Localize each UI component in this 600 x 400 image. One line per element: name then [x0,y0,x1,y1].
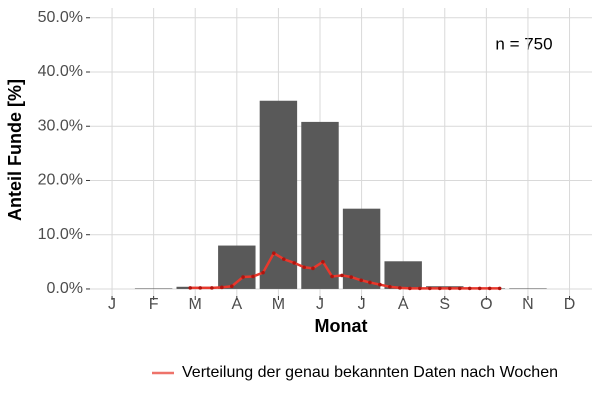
x-tick-label: M [189,296,202,313]
point [368,280,372,285]
point [261,270,265,275]
x-tick-label: J [358,296,366,313]
x-tick-label: A [398,296,409,313]
point [398,286,402,290]
x-tick-label: S [439,296,450,313]
x-tick-label: F [149,296,159,313]
x-tick-label: N [522,296,534,313]
legend-label: Verteilung der genau bekannten Daten nac… [182,364,558,381]
point [388,284,392,289]
point [418,286,422,291]
point [272,251,276,255]
bar [259,100,298,289]
point [340,273,344,278]
bar [509,288,547,289]
x-tick-label: M [272,296,285,313]
point [241,275,245,279]
x-tick-label: O [480,296,492,313]
y-tick-label: 50.0% [38,9,83,26]
point [497,286,502,291]
bar [301,121,339,289]
point [282,257,286,261]
point [311,266,315,271]
point [477,286,482,291]
point [302,265,306,270]
point [427,286,432,291]
annotation: n = 750 [495,34,552,53]
y-tick-label: 10.0% [38,226,83,243]
point [292,261,297,265]
x-axis-title: Monat [315,316,368,336]
point [437,286,442,291]
x-tick-label: J [108,296,116,313]
point [359,278,363,283]
point [457,286,462,291]
y-tick-label: 0.0% [47,280,83,297]
y-tick-label: 20.0% [38,172,83,189]
point [198,286,203,290]
point [230,284,234,289]
point [251,274,255,279]
bar [134,288,173,289]
point [321,260,325,264]
y-tick-label: 40.0% [38,63,83,80]
y-axis-title: Anteil Funde [%] [5,79,25,221]
y-tick-label: 30.0% [38,117,83,134]
bar [384,261,422,289]
point [188,286,193,290]
point [487,286,492,291]
x-tick-label: J [316,296,324,313]
point [467,286,472,291]
point [349,275,353,279]
point [408,286,412,291]
x-tick-label: D [564,296,576,313]
point [378,282,382,287]
point [210,286,214,290]
x-tick-label: A [231,296,242,313]
point [447,286,452,291]
point [330,274,334,279]
point [220,285,224,290]
